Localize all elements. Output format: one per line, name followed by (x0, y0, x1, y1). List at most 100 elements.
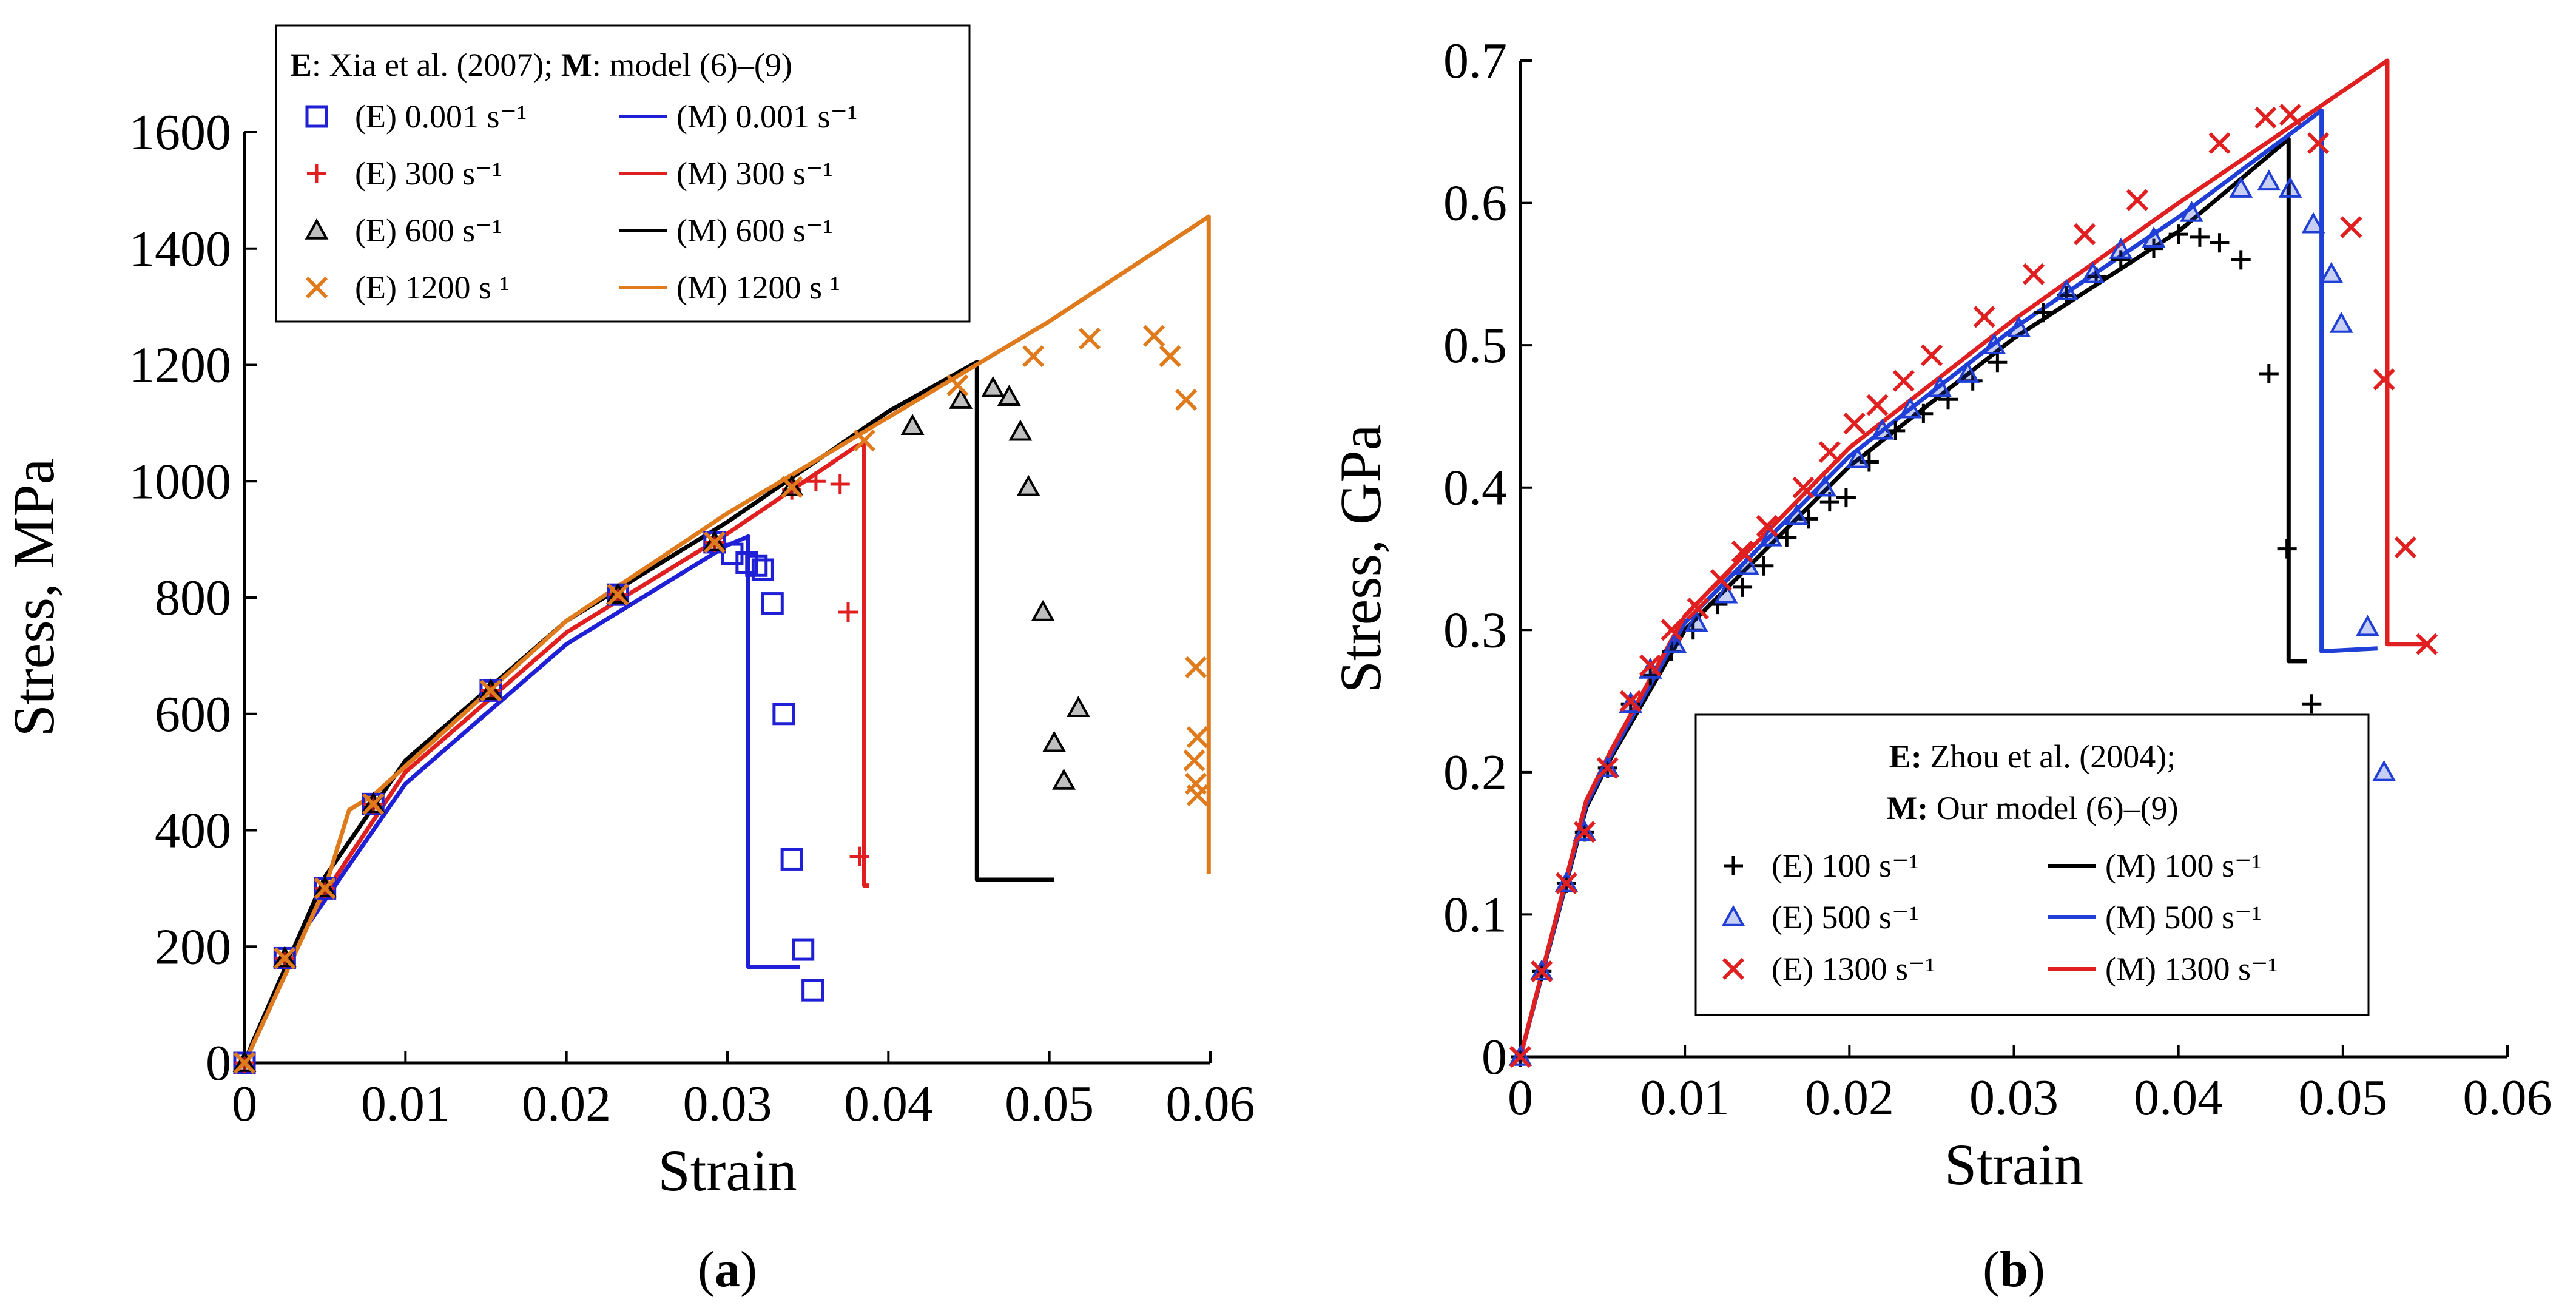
legend-b-header-bold-m: M: (1886, 790, 1928, 826)
y-tick-label: 600 (155, 686, 231, 743)
y-tick-label: 0.3 (1443, 602, 1507, 658)
experiment-point-series-2 (1818, 440, 1841, 464)
experiment-point-series-2 (2254, 106, 2277, 129)
experiment-point-series-1 (2179, 200, 2203, 222)
legend-b-header-text-m: Our model (6)–(9) (1928, 790, 2178, 826)
experiment-point-series-1 (1684, 610, 1708, 632)
experiment-point-series-1 (1846, 447, 1870, 468)
legend-entry-prefix: (E) (355, 212, 405, 249)
experiment-point-series-1 (1928, 376, 1952, 397)
legend-entry-prefix: (E) (355, 98, 405, 135)
experiment-point-series-1 (2372, 760, 2396, 781)
experiment-point-series-2 (1792, 476, 1815, 499)
legend-entry-rate: 100 s⁻¹ (1821, 848, 1918, 884)
experiment-point-series-2 (2307, 132, 2330, 155)
legend-entry-rate: 500 s⁻¹ (1821, 899, 1918, 935)
x-tick-label: 0.02 (522, 1076, 611, 1132)
experiment-point-series-0 (2210, 233, 2230, 253)
x-axis-title: Strain (1944, 1132, 2083, 1197)
experiment-point-series-2 (949, 387, 973, 409)
legend-entry-prefix: (E) (355, 269, 405, 306)
model-line-series-2 (242, 360, 1054, 1064)
experiment-point-series-2 (2373, 368, 2395, 391)
y-tick-label: 1000 (129, 453, 231, 510)
experiment-point-series-2 (1710, 569, 1732, 592)
model-line-series-3 (242, 214, 1211, 1064)
legend-entry-label: (E) 600 s⁻¹ (355, 212, 502, 249)
experiment-point-series-1 (2081, 261, 2105, 283)
legend-entry-prefix: (E) (1772, 951, 1821, 987)
panel-label: (a) (698, 1241, 757, 1298)
experiment-point-series-3 (1022, 345, 1045, 368)
experiment-point-series-0 (2277, 539, 2297, 559)
y-axis-title: Stress, MPa (1, 459, 66, 737)
y-tick-label: 0 (1482, 1029, 1507, 1085)
legend-entry-prefix: (M) (2105, 848, 2164, 884)
experiment-point-series-3 (1184, 656, 1207, 679)
legend-a-header: E: Xia et al. (2007); M: model (6)–(9) (290, 47, 792, 83)
model-line-series-1 (242, 441, 869, 1064)
experiment-point-series-2 (2073, 223, 2096, 246)
experiment-point-series-1 (1982, 333, 2006, 354)
experiment-point-series-0 (1777, 527, 1797, 547)
experiment-point-series-3 (1078, 328, 1101, 350)
legend-entry-label: (E) 300 s⁻¹ (355, 155, 502, 192)
legend-entry-label: (E) 500 s⁻¹ (1772, 899, 1919, 935)
legend-entry-label: (M) 0.001 s⁻¹ (676, 98, 857, 135)
y-tick-label: 0.6 (1443, 175, 1507, 232)
experiment-point-series-0 (2231, 250, 2251, 270)
experiment-point-series-3 (946, 374, 969, 397)
experiment-point-series-3 (233, 1051, 256, 1074)
experiment-point-series-3 (1159, 345, 1181, 368)
legend-entry-label: (E) 1300 s⁻¹ (1772, 951, 1935, 987)
y-tick-label: 0.1 (1443, 886, 1507, 943)
legend-marker (305, 218, 329, 240)
legend-entry-label: (M) 1200 s ¹ (676, 269, 840, 306)
experiment-point-series-1 (2356, 615, 2379, 636)
experiment-point-series-2 (1731, 541, 1754, 563)
experiment-point-series-1 (2329, 311, 2353, 333)
experiment-point-series-2 (2022, 263, 2045, 285)
experiment-point-series-2 (1573, 821, 1596, 843)
experiment-point-series-0 (780, 848, 803, 871)
y-axis-title: Stress, GPa (1328, 425, 1393, 693)
y-tick-label: 400 (155, 803, 231, 859)
legend-entry-label: (M) 600 s⁻¹ (676, 212, 833, 249)
experiment-point-series-1 (2278, 176, 2302, 198)
experiment-point-series-2 (1843, 413, 1866, 435)
y-tick-label: 800 (155, 570, 231, 626)
legend-entry-label: (M) 100 s⁻¹ (2105, 848, 2262, 884)
y-tick-label: 1200 (129, 337, 231, 394)
experiment-point-series-2 (981, 376, 1005, 397)
experiment-point-series-3 (703, 531, 726, 554)
x-tick-label: 0.04 (844, 1076, 933, 1132)
experiment-point-series-0 (1836, 488, 1856, 508)
panel-label-close: ) (740, 1241, 757, 1298)
experiment-point-series-0 (1640, 666, 1661, 686)
experiment-point-series-0 (801, 979, 824, 1002)
experiment-point-series-3 (314, 877, 336, 900)
experiment-point-series-2 (1008, 419, 1033, 441)
experiment-point-series-0 (751, 558, 774, 581)
experiment-point-series-3 (853, 430, 875, 452)
experiment-point-series-2 (2416, 633, 2438, 655)
legend-entry-label: (E) 0.001 s⁻¹ (355, 98, 527, 135)
experiment-point-series-1 (2007, 315, 2031, 337)
y-tick-label: 0.5 (1443, 317, 1507, 374)
y-tick-label: 1400 (129, 221, 231, 277)
legend-marker (307, 164, 326, 183)
experiment-point-series-1 (2142, 226, 2166, 248)
experiment-point-series-1 (1813, 475, 1837, 497)
x-tick-label: 0.06 (2463, 1070, 2552, 1126)
experiment-point-series-2 (1067, 696, 1090, 717)
panel-label-close: ) (2028, 1241, 2045, 1298)
panel-label-letter: b (2000, 1241, 2028, 1298)
legend-entry-label: (M) 1300 s⁻¹ (2105, 951, 2278, 987)
experiment-point-series-2 (2208, 132, 2231, 155)
experiment-point-series-2 (2340, 216, 2362, 238)
x-tick-label: 0.03 (1969, 1070, 2058, 1126)
experiment-point-series-1 (2319, 261, 2344, 283)
experiment-point-series-2 (1973, 306, 1995, 328)
legend-entry-label: (M) 500 s⁻¹ (2105, 899, 2262, 935)
